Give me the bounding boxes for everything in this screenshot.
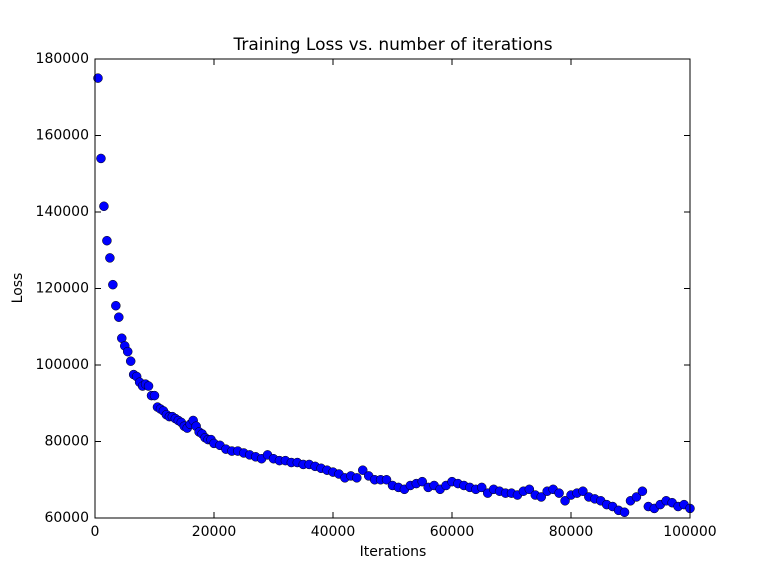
y-tick-label: 140000 xyxy=(36,204,89,220)
point xyxy=(108,279,118,290)
y-axis-label: Loss xyxy=(10,273,26,304)
point xyxy=(637,486,648,496)
point xyxy=(524,484,535,495)
x-tick-label: 0 xyxy=(91,524,100,540)
y-tick-label: 100000 xyxy=(36,357,89,373)
point xyxy=(381,475,392,485)
x-axis-label: Iterations xyxy=(360,544,427,560)
point xyxy=(96,153,106,164)
y-tick-label: 180000 xyxy=(36,51,89,67)
x-tick-label: 40000 xyxy=(311,524,356,540)
point xyxy=(417,476,427,487)
point xyxy=(554,488,564,498)
plot-frame xyxy=(94,58,691,519)
y-tick-label: 60000 xyxy=(44,510,89,526)
x-tick-label: 20000 xyxy=(192,524,237,540)
point xyxy=(122,346,133,357)
x-tick-label: 60000 xyxy=(430,524,475,540)
x-tick-label: 80000 xyxy=(549,524,594,540)
point xyxy=(99,201,109,212)
y-tick-label: 80000 xyxy=(44,434,89,450)
point xyxy=(352,473,362,483)
point xyxy=(578,486,588,496)
point xyxy=(536,492,546,502)
y-tick-label: 160000 xyxy=(36,128,89,144)
point xyxy=(631,492,642,502)
point xyxy=(143,381,154,391)
point xyxy=(477,482,487,493)
point xyxy=(125,356,136,366)
point xyxy=(102,235,112,246)
point xyxy=(560,496,570,506)
point xyxy=(93,73,103,83)
point xyxy=(149,390,160,401)
chart-title: Training Loss vs. number of iterations xyxy=(232,35,552,55)
point xyxy=(358,465,368,475)
x-tick-label: 100000 xyxy=(663,524,716,540)
y-tick-label: 120000 xyxy=(36,281,89,297)
point xyxy=(105,253,115,263)
point xyxy=(114,312,124,322)
point xyxy=(111,300,121,311)
point xyxy=(619,507,630,518)
